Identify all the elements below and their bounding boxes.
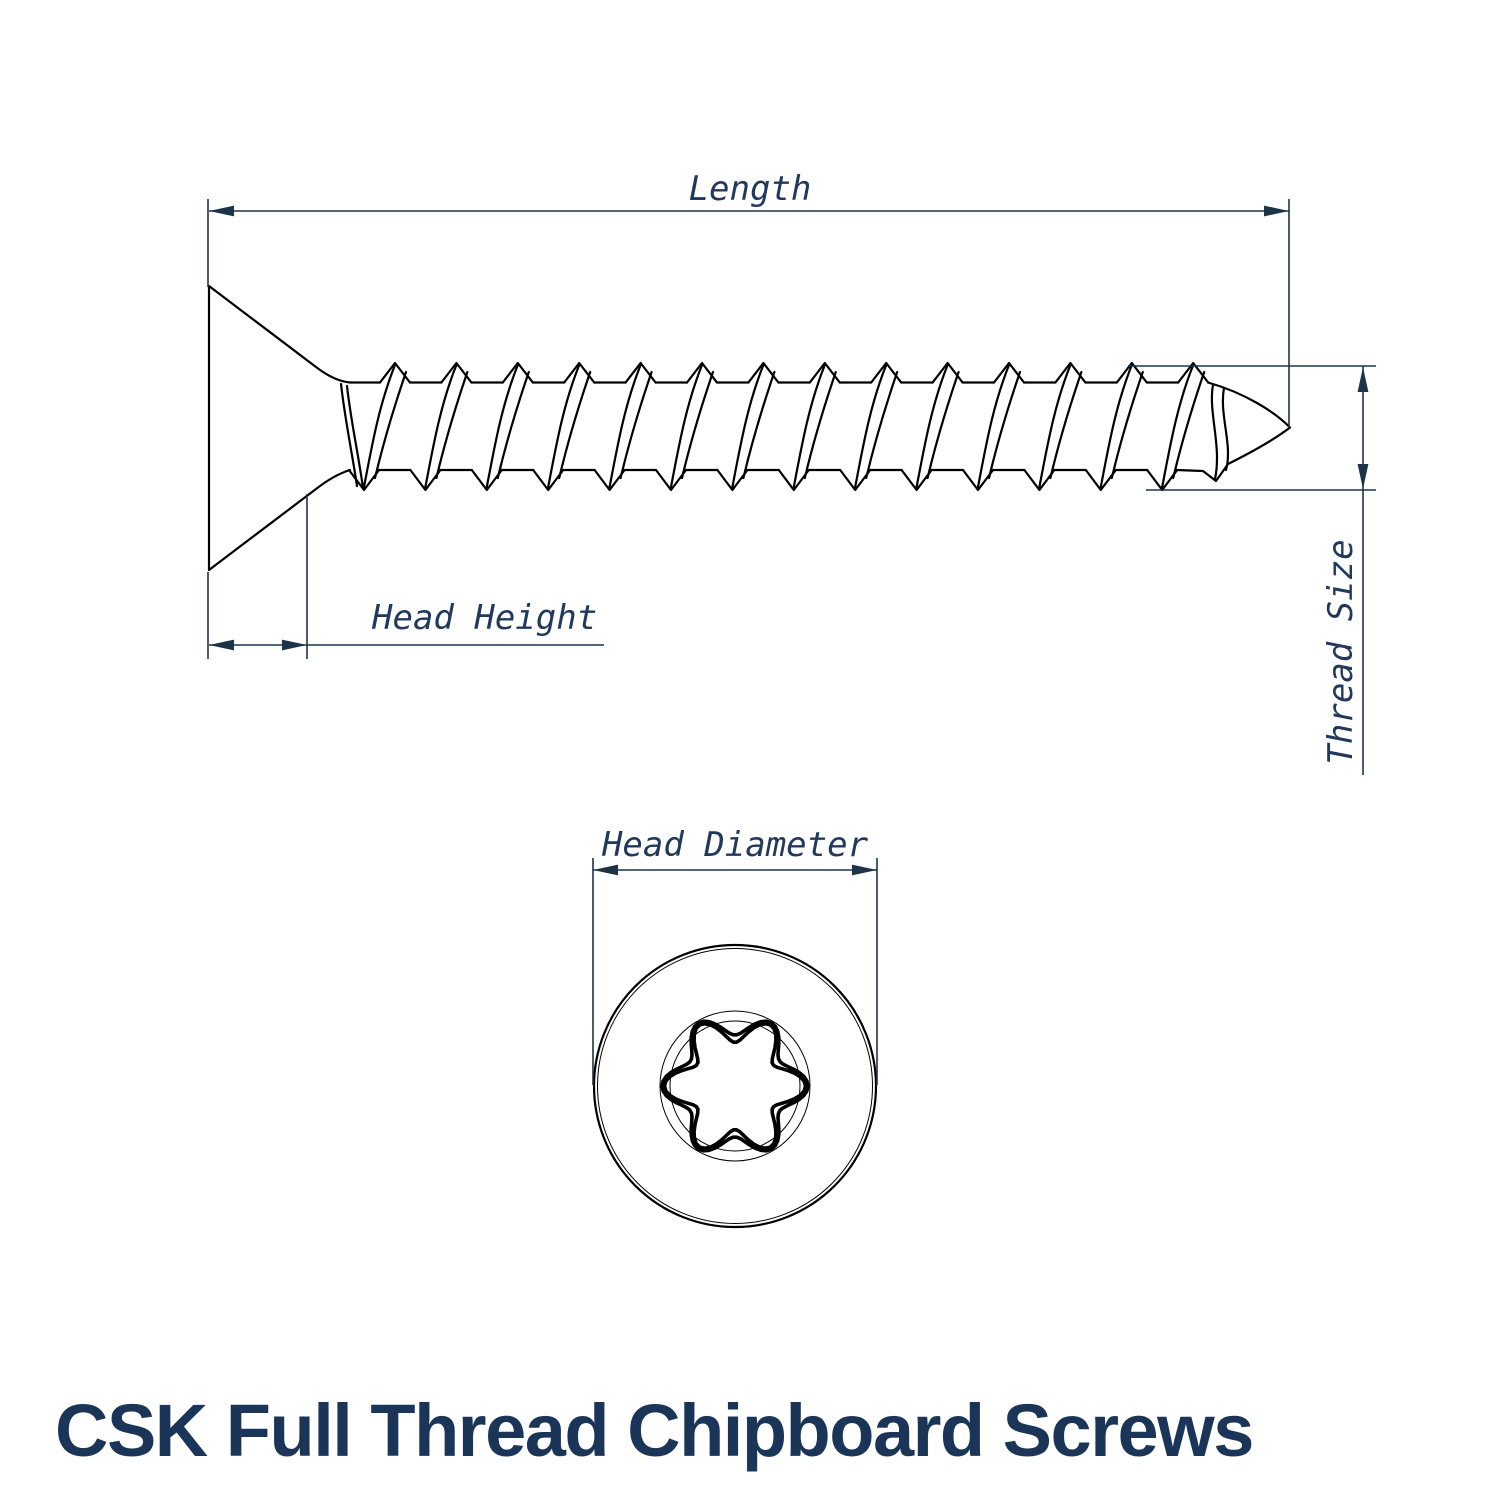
head-height-dimension-lines [207,494,604,659]
dimension-thread-size: Thread Size [1128,365,1376,775]
length-dimension-lines [207,199,1290,428]
head-height-arrow-right [282,639,307,651]
screw-top-view [592,943,878,1229]
thread-size-arrow-down [1357,464,1369,489]
length-arrow-right [1264,205,1289,217]
head-outer-circle-inner-line [597,948,873,1224]
page-title: CSK Full Thread Chipboard Screws [55,1389,1253,1472]
screw-side-view [207,284,1292,572]
recess-inner-construction-circle [669,1020,801,1152]
thread-size-label: Thread Size [1321,539,1361,764]
screw-thread-flanks [362,363,1206,489]
head-height-arrow-left [209,639,234,651]
recess-outer-construction-circle [659,1010,811,1162]
head-diameter-dimension-lines [592,858,878,1085]
screw-shank-lines [348,381,1180,472]
torx-recess-outline-inner [662,1021,808,1151]
screw-head-profile [207,284,352,572]
screw-thread-crests [347,361,1210,492]
dimension-length: Length [207,169,1290,428]
thread-size-dimension-lines [1128,365,1376,775]
head-diameter-arrow-right [852,864,877,876]
screw-tip [1175,381,1292,483]
dimension-head-height: Head Height [207,494,604,659]
head-diameter-label: Head Diameter [601,825,869,865]
head-diameter-arrow-left [593,864,618,876]
thread-size-arrow-up [1357,367,1369,392]
length-arrow-left [209,205,234,217]
head-height-label: Head Height [371,598,597,638]
dimension-head-diameter: Head Diameter [592,825,878,1085]
length-label: Length [689,169,812,209]
torx-recess-outline [660,1019,810,1153]
head-outer-circle [592,943,878,1229]
thread-start-lines [339,382,365,490]
